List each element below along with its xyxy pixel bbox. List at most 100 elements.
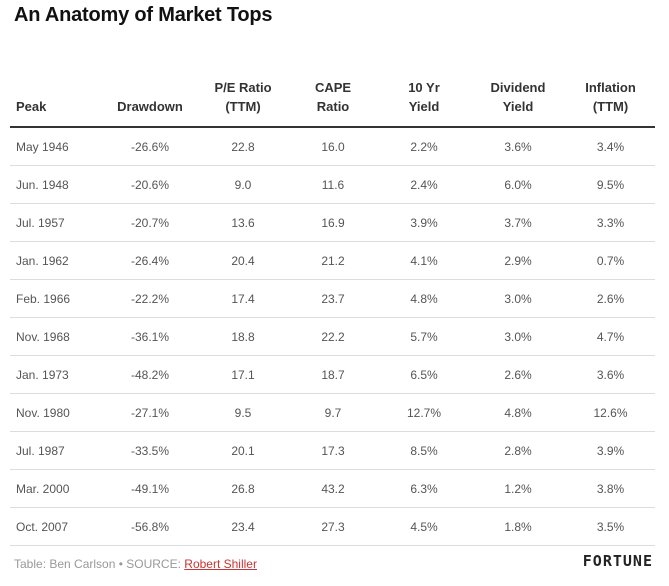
cell-drawdown: -26.6%	[102, 127, 198, 166]
column-header-dividend-yield: Dividend Yield	[470, 60, 566, 128]
cell-inflation: 3.3%	[566, 203, 655, 242]
cell-drawdown: -27.1%	[102, 393, 198, 432]
cell-ten-yr-yield: 6.5%	[378, 355, 470, 394]
cell-pe-ratio: 20.4	[198, 241, 288, 280]
cell-inflation: 4.7%	[566, 317, 655, 356]
cell-dividend-yield: 3.7%	[470, 203, 566, 242]
cell-ten-yr-yield: 2.2%	[378, 127, 470, 166]
cell-inflation: 3.5%	[566, 507, 655, 546]
cell-inflation: 2.6%	[566, 279, 655, 318]
cell-dividend-yield: 3.0%	[470, 279, 566, 318]
cell-peak: Nov. 1980	[10, 393, 102, 432]
header-row: Peak Drawdown P/E Ratio (TTM) CAPE Ratio 10 Yr…	[10, 60, 655, 128]
cell-drawdown: -36.1%	[102, 317, 198, 356]
table-row: Nov. 1980 -27.1% 9.5 9.7 12.7% 4.8% 12.6%	[10, 393, 655, 432]
cell-peak: Jan. 1962	[10, 241, 102, 280]
cell-ten-yr-yield: 3.9%	[378, 203, 470, 242]
column-header-line1: Inflation	[585, 80, 636, 95]
table-header: Peak Drawdown P/E Ratio (TTM) CAPE Ratio 10 Yr…	[10, 60, 655, 128]
cell-pe-ratio: 26.8	[198, 469, 288, 508]
cell-cape-ratio: 16.9	[288, 203, 378, 242]
cell-inflation: 3.6%	[566, 355, 655, 394]
cell-inflation: 3.8%	[566, 469, 655, 508]
cell-drawdown: -26.4%	[102, 241, 198, 280]
table-row: Feb. 1966 -22.2% 17.4 23.7 4.8% 3.0% 2.6%	[10, 279, 655, 318]
cell-ten-yr-yield: 4.5%	[378, 507, 470, 546]
cell-drawdown: -20.7%	[102, 203, 198, 242]
cell-peak: Nov. 1968	[10, 317, 102, 356]
page-title: An Anatomy of Market Tops	[14, 4, 273, 26]
table-row: Jul. 1957 -20.7% 13.6 16.9 3.9% 3.7% 3.3%	[10, 203, 655, 242]
fortune-logo: FORTUNE	[582, 552, 653, 570]
cell-inflation: 0.7%	[566, 241, 655, 280]
cell-cape-ratio: 21.2	[288, 241, 378, 280]
table-row: Nov. 1968 -36.1% 18.8 22.2 5.7% 3.0% 4.7%	[10, 317, 655, 356]
cell-ten-yr-yield: 2.4%	[378, 165, 470, 204]
cell-dividend-yield: 2.8%	[470, 431, 566, 470]
cell-pe-ratio: 22.8	[198, 127, 288, 166]
cell-ten-yr-yield: 4.1%	[378, 241, 470, 280]
column-header-line2: (TTM)	[592, 99, 629, 114]
footer-credit: Table: Ben Carlson • SOURCE: Robert Shil…	[14, 557, 257, 571]
cell-peak: Mar. 2000	[10, 469, 102, 508]
cell-inflation: 12.6%	[566, 393, 655, 432]
cell-cape-ratio: 22.2	[288, 317, 378, 356]
cell-drawdown: -22.2%	[102, 279, 198, 318]
cell-cape-ratio: 43.2	[288, 469, 378, 508]
cell-drawdown: -48.2%	[102, 355, 198, 394]
cell-drawdown: -33.5%	[102, 431, 198, 470]
cell-cape-ratio: 16.0	[288, 127, 378, 166]
column-header-peak: Peak	[10, 60, 102, 128]
column-header-line1: 10 Yr	[408, 80, 440, 95]
footer-credit-text: Table: Ben Carlson • SOURCE:	[14, 557, 185, 571]
table-row: May 1946 -26.6% 22.8 16.0 2.2% 3.6% 3.4%	[10, 127, 655, 166]
market-tops-table: Peak Drawdown P/E Ratio (TTM) CAPE Ratio 10 Yr…	[10, 60, 655, 546]
cell-ten-yr-yield: 8.5%	[378, 431, 470, 470]
cell-cape-ratio: 23.7	[288, 279, 378, 318]
table-row: Jul. 1987 -33.5% 20.1 17.3 8.5% 2.8% 3.9%	[10, 431, 655, 470]
cell-cape-ratio: 27.3	[288, 507, 378, 546]
column-header-ten-yr-yield: 10 Yr Yield	[378, 60, 470, 128]
cell-inflation: 9.5%	[566, 165, 655, 204]
column-header-line2: (TTM)	[225, 99, 261, 114]
cell-dividend-yield: 6.0%	[470, 165, 566, 204]
source-link[interactable]: Robert Shiller	[184, 557, 257, 571]
cell-dividend-yield: 4.8%	[470, 393, 566, 432]
cell-peak: Oct. 2007	[10, 507, 102, 546]
cell-cape-ratio: 9.7	[288, 393, 378, 432]
cell-drawdown: -56.8%	[102, 507, 198, 546]
cell-pe-ratio: 17.4	[198, 279, 288, 318]
table-row: Jan. 1973 -48.2% 17.1 18.7 6.5% 2.6% 3.6%	[10, 355, 655, 394]
cell-pe-ratio: 23.4	[198, 507, 288, 546]
cell-peak: Feb. 1966	[10, 279, 102, 318]
column-header-line1: Peak	[16, 99, 47, 114]
column-header-line1: Drawdown	[117, 99, 183, 114]
cell-peak: Jun. 1948	[10, 165, 102, 204]
column-header-line1: Dividend	[490, 80, 546, 95]
table-row: Oct. 2007 -56.8% 23.4 27.3 4.5% 1.8% 3.5%	[10, 507, 655, 546]
column-header-cape-ratio: CAPE Ratio	[288, 60, 378, 128]
cell-peak: Jul. 1957	[10, 203, 102, 242]
cell-drawdown: -49.1%	[102, 469, 198, 508]
cell-dividend-yield: 2.6%	[470, 355, 566, 394]
cell-cape-ratio: 11.6	[288, 165, 378, 204]
cell-cape-ratio: 17.3	[288, 431, 378, 470]
cell-dividend-yield: 3.0%	[470, 317, 566, 356]
cell-drawdown: -20.6%	[102, 165, 198, 204]
table-row: Mar. 2000 -49.1% 26.8 43.2 6.3% 1.2% 3.8%	[10, 469, 655, 508]
cell-pe-ratio: 13.6	[198, 203, 288, 242]
cell-dividend-yield: 1.2%	[470, 469, 566, 508]
column-header-line2: Yield	[502, 99, 534, 114]
cell-pe-ratio: 17.1	[198, 355, 288, 394]
cell-cape-ratio: 18.7	[288, 355, 378, 394]
table-row: Jun. 1948 -20.6% 9.0 11.6 2.4% 6.0% 9.5%	[10, 165, 655, 204]
table-row: Jan. 1962 -26.4% 20.4 21.2 4.1% 2.9% 0.7%	[10, 241, 655, 280]
table-body: May 1946 -26.6% 22.8 16.0 2.2% 3.6% 3.4% Jun. 1…	[10, 127, 655, 546]
column-header-line1: CAPE	[314, 80, 352, 95]
cell-dividend-yield: 2.9%	[470, 241, 566, 280]
column-header-inflation: Inflation (TTM)	[566, 60, 655, 128]
cell-ten-yr-yield: 5.7%	[378, 317, 470, 356]
column-header-line2: Yield	[408, 99, 440, 114]
cell-inflation: 3.9%	[566, 431, 655, 470]
column-header-line1: P/E Ratio	[214, 80, 272, 95]
